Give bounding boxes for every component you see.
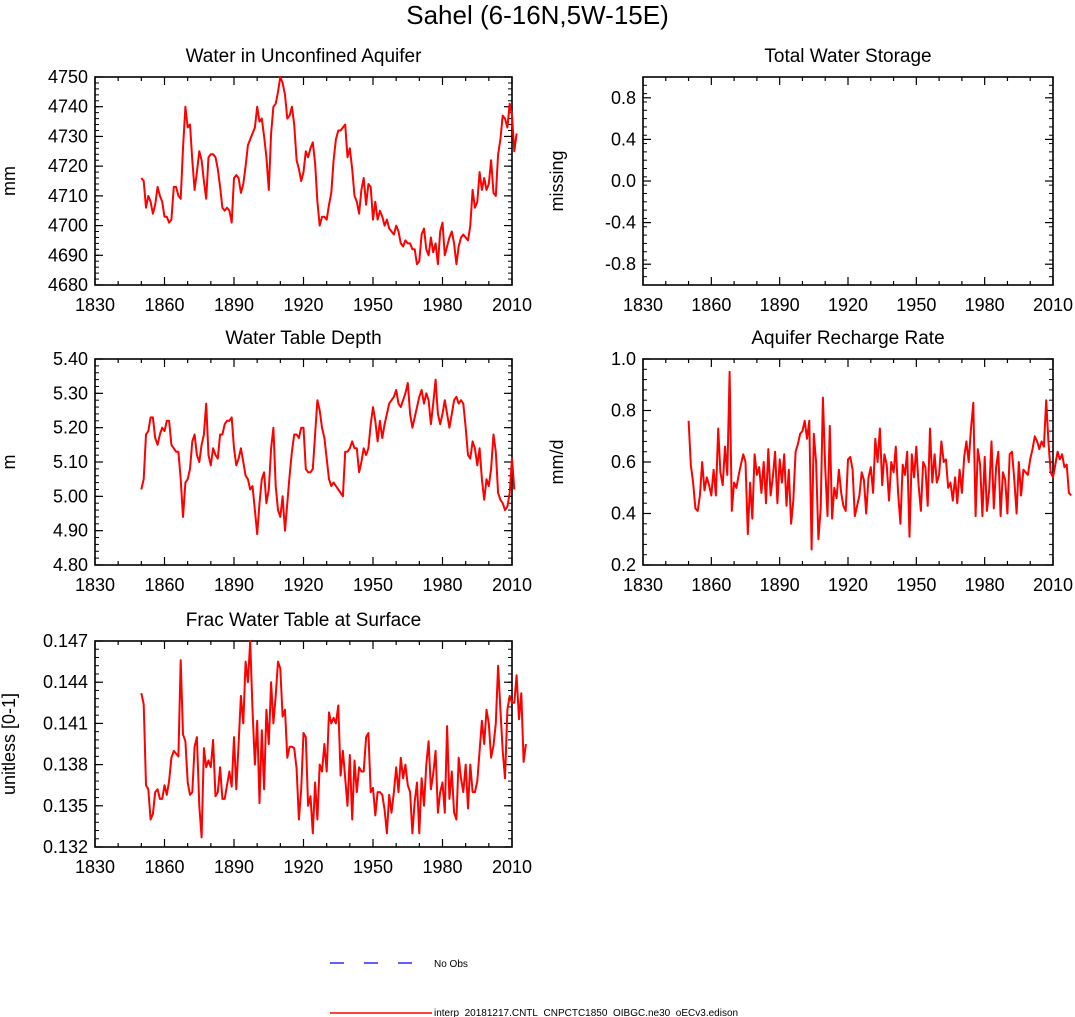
y-tick-label: 0.141 xyxy=(43,713,88,733)
y-tick-label: 4680 xyxy=(48,275,88,295)
legend-obs-label: No Obs xyxy=(434,959,468,970)
y-tick-label: -0.4 xyxy=(605,213,636,233)
legend: No Obs interp_20181217.CNTL_CNPCTC1850_OI… xyxy=(330,959,738,1017)
chart-panel-4: Aquifer Recharge Rate 1830 1860 1890 1920 195… xyxy=(547,328,1073,595)
x-tick-label: 1830 xyxy=(75,575,115,595)
y-tick-label: 0.8 xyxy=(611,401,636,421)
y-axis-label: mm xyxy=(0,166,19,196)
x-tick-label: 1920 xyxy=(283,575,323,595)
y-tick-label: 0.6 xyxy=(611,452,636,472)
plot-frame xyxy=(94,76,513,286)
x-tick-label: 1860 xyxy=(144,575,184,595)
x-tick-label: 2010 xyxy=(492,857,532,877)
panel-title: Total Water Storage xyxy=(764,46,931,67)
x-tick-label: 2010 xyxy=(1033,295,1073,315)
x-tick-label: 2010 xyxy=(1033,575,1073,595)
y-tick-label: 4.80 xyxy=(53,555,88,575)
x-tick-label: 1980 xyxy=(965,295,1005,315)
y-tick-label: 0.147 xyxy=(43,631,88,651)
y-tick-label: 0.138 xyxy=(43,755,88,775)
chart-panel-5: Frac Water Table at Surface 1830 1860 1890 1… xyxy=(0,610,532,877)
x-tick-label: 1830 xyxy=(623,295,663,315)
x-tick-label: 1830 xyxy=(75,295,115,315)
x-tick-label: 1830 xyxy=(623,575,663,595)
y-tick-label: 0.0 xyxy=(611,171,636,191)
x-tick-label: 1950 xyxy=(353,575,393,595)
y-tick-label: 5.30 xyxy=(53,383,88,403)
y-tick-label: 0.2 xyxy=(611,555,636,575)
y-tick-label: 0.132 xyxy=(43,837,88,857)
y-axis-label: mm/d xyxy=(547,440,567,485)
y-tick-label: -0.8 xyxy=(605,254,636,274)
y-tick-label: 4750 xyxy=(48,67,88,87)
x-tick-label: 1890 xyxy=(760,295,800,315)
x-tick-label: 1920 xyxy=(283,857,323,877)
series-line-model xyxy=(140,76,518,266)
y-tick-label: 0.8 xyxy=(611,88,636,108)
x-tick-label: 1860 xyxy=(144,295,184,315)
x-tick-label: 1980 xyxy=(965,575,1005,595)
plot-frame xyxy=(94,358,513,566)
figure-title: Sahel (6-16N,5W-15E) xyxy=(406,0,669,30)
x-tick-label: 1920 xyxy=(283,295,323,315)
y-tick-label: 0.4 xyxy=(611,504,636,524)
chart-panel-2: Total Water Storage 1830 1860 1890 1920 1950 1… xyxy=(547,46,1073,315)
legend-model-label: interp_20181217.CNTL_CNPCTC1850_OIBGC.ne… xyxy=(434,1008,738,1017)
x-tick-label: 1950 xyxy=(896,295,936,315)
x-tick-label: 1890 xyxy=(214,857,254,877)
x-tick-label: 1950 xyxy=(896,575,936,595)
y-tick-label: 4690 xyxy=(48,245,88,265)
x-tick-label: 1860 xyxy=(691,575,731,595)
y-tick-label: 0.135 xyxy=(43,796,88,816)
y-tick-label: 0.4 xyxy=(611,129,636,149)
series-line-model xyxy=(687,370,1072,551)
x-tick-label: 1980 xyxy=(422,575,462,595)
y-tick-label: 5.20 xyxy=(53,418,88,438)
chart-panel-1: Water in Unconfined Aquifer 1830 1860 1890 1… xyxy=(0,46,532,315)
x-tick-label: 1830 xyxy=(75,857,115,877)
y-tick-label: 4.90 xyxy=(53,521,88,541)
y-tick-label: 5.10 xyxy=(53,452,88,472)
y-tick-label: 0.144 xyxy=(43,672,88,692)
y-axis-label: missing xyxy=(547,150,567,211)
y-tick-label: 4730 xyxy=(48,126,88,146)
x-tick-label: 2010 xyxy=(492,295,532,315)
y-axis-label: m xyxy=(0,455,19,470)
x-tick-label: 1890 xyxy=(760,575,800,595)
y-tick-label: 5.00 xyxy=(53,486,88,506)
x-tick-label: 1980 xyxy=(422,295,462,315)
y-tick-label: 4740 xyxy=(48,97,88,117)
plot-frame xyxy=(642,76,1054,286)
series-line-model xyxy=(140,640,527,839)
series-line-model xyxy=(140,378,516,536)
x-tick-label: 1860 xyxy=(691,295,731,315)
x-tick-label: 1920 xyxy=(828,295,868,315)
panel-title: Water in Unconfined Aquifer xyxy=(186,46,423,67)
panel-title: Frac Water Table at Surface xyxy=(186,610,422,631)
chart-panel-3: Water Table Depth 1830 1860 1890 1920 1950 198… xyxy=(0,328,532,595)
x-tick-label: 1920 xyxy=(828,575,868,595)
y-axis-label: unitless [0-1] xyxy=(0,693,19,795)
y-tick-label: 4700 xyxy=(48,216,88,236)
x-tick-label: 2010 xyxy=(492,575,532,595)
x-tick-label: 1950 xyxy=(353,295,393,315)
x-tick-label: 1890 xyxy=(214,295,254,315)
panel-title: Aquifer Recharge Rate xyxy=(751,328,944,349)
y-tick-label: 1.0 xyxy=(611,349,636,369)
x-tick-label: 1980 xyxy=(422,857,462,877)
y-tick-label: 4710 xyxy=(48,186,88,206)
x-tick-label: 1860 xyxy=(144,857,184,877)
panel-title: Water Table Depth xyxy=(225,328,381,349)
y-tick-label: 4720 xyxy=(48,156,88,176)
x-tick-label: 1890 xyxy=(214,575,254,595)
x-tick-label: 1950 xyxy=(353,857,393,877)
y-tick-label: 5.40 xyxy=(53,349,88,369)
